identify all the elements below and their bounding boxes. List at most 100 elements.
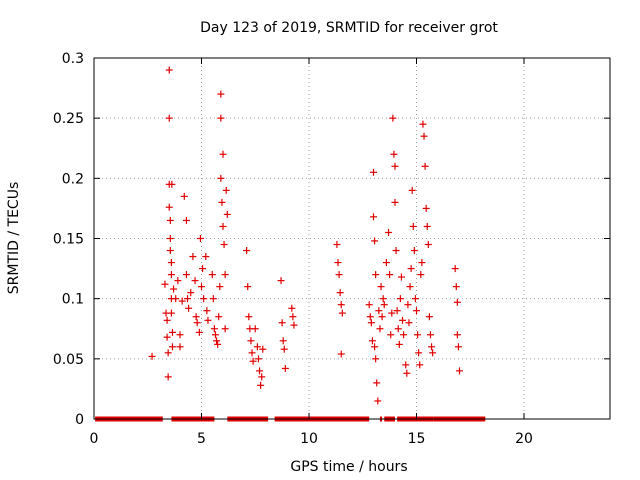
data-point	[185, 304, 193, 312]
data-point	[172, 295, 180, 303]
data-point	[217, 114, 225, 122]
x-tick-label: 10	[300, 431, 318, 447]
data-point	[414, 331, 422, 339]
data-point	[410, 247, 418, 255]
data-point	[170, 285, 178, 293]
data-point	[259, 345, 267, 353]
data-point	[396, 295, 404, 303]
data-point	[219, 150, 227, 158]
data-point	[382, 259, 390, 267]
data-point	[251, 325, 259, 333]
data-point	[166, 216, 174, 224]
data-point	[217, 174, 225, 182]
data-point	[394, 325, 402, 333]
data-point	[167, 309, 175, 317]
data-point	[395, 340, 403, 348]
y-tick-label: 0.3	[62, 51, 84, 67]
data-point	[244, 283, 252, 291]
data-point	[393, 307, 401, 315]
data-point	[392, 247, 400, 255]
data-point	[411, 295, 419, 303]
data-point	[222, 186, 230, 194]
data-point	[168, 343, 176, 351]
data-point	[219, 222, 227, 230]
data-point	[220, 241, 228, 249]
data-point	[421, 162, 429, 170]
data-point	[200, 295, 208, 303]
data-point	[198, 283, 205, 291]
data-point	[372, 271, 380, 279]
data-point	[337, 301, 345, 309]
data-point	[406, 283, 414, 291]
data-point	[290, 321, 298, 329]
data-point	[202, 253, 210, 261]
data-point	[451, 265, 459, 273]
data-point	[454, 343, 462, 351]
data-point	[404, 301, 412, 309]
data-point	[387, 331, 395, 339]
data-point	[391, 162, 399, 170]
chart-title: Day 123 of 2019, SRMTID for receiver gro…	[200, 20, 498, 36]
data-point	[208, 271, 216, 279]
data-point	[415, 349, 423, 357]
data-point	[163, 333, 171, 341]
data-point	[407, 265, 415, 273]
data-point	[374, 397, 382, 405]
data-point	[258, 373, 266, 381]
data-point	[399, 316, 407, 324]
data-point	[247, 337, 255, 345]
data-point	[453, 331, 461, 339]
data-point	[380, 301, 388, 309]
data-point	[278, 319, 286, 327]
data-point	[368, 337, 376, 345]
data-point	[168, 180, 176, 188]
x-tick-label: 20	[515, 431, 533, 447]
data-point	[178, 297, 186, 305]
data-point	[281, 364, 289, 372]
data-point	[174, 277, 182, 285]
data-point	[420, 132, 428, 140]
data-point	[372, 355, 380, 363]
data-point	[429, 349, 437, 357]
data-point	[416, 361, 424, 369]
data-point	[402, 361, 410, 369]
data-point	[417, 271, 425, 279]
data-point	[189, 253, 197, 261]
data-point	[418, 259, 426, 267]
data-point	[215, 313, 223, 321]
data-point	[428, 343, 436, 351]
data-point	[203, 307, 211, 315]
data-point	[371, 237, 379, 245]
data-point	[192, 313, 200, 321]
data-point	[426, 331, 434, 339]
data-point	[211, 331, 219, 339]
data-point	[180, 192, 188, 200]
data-point	[370, 168, 377, 176]
data-point	[165, 114, 173, 122]
data-point	[389, 114, 397, 122]
data-point	[385, 228, 393, 236]
data-point	[256, 367, 264, 375]
data-point	[204, 316, 212, 324]
data-point	[424, 241, 432, 249]
data-point	[422, 204, 430, 212]
data-point	[168, 328, 176, 336]
data-point	[365, 301, 373, 309]
data-point	[413, 307, 420, 315]
data-point	[148, 352, 156, 360]
data-point	[408, 186, 416, 194]
data-point	[221, 325, 229, 333]
data-points	[95, 66, 486, 422]
data-point	[249, 357, 257, 365]
data-point	[182, 216, 190, 224]
data-point	[214, 340, 222, 348]
data-point	[376, 325, 384, 333]
data-point	[191, 277, 199, 285]
data-point	[425, 313, 433, 321]
x-tick-label: 0	[90, 431, 99, 447]
data-point	[386, 271, 394, 279]
data-point	[195, 328, 203, 336]
x-tick-label: 5	[197, 431, 206, 447]
data-point	[370, 213, 377, 221]
